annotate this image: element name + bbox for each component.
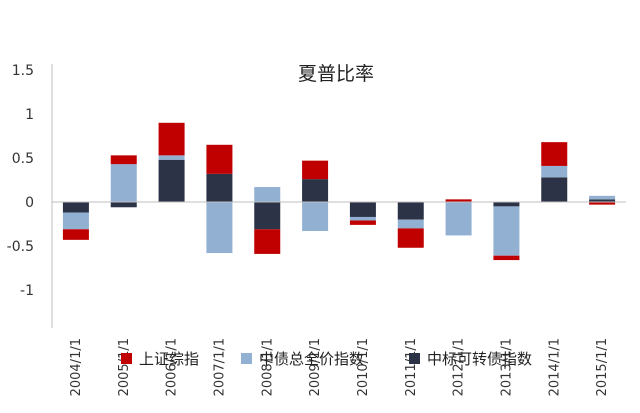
bar-segment xyxy=(349,216,376,221)
bar-segment xyxy=(589,202,616,205)
bar-segment xyxy=(445,202,472,236)
bar-segment xyxy=(541,165,568,178)
legend-swatch xyxy=(241,353,252,364)
bar-segment xyxy=(62,229,89,240)
legend-label: 上证综指 xyxy=(139,350,199,368)
bar-segment xyxy=(110,202,137,208)
y-tick-label: 0 xyxy=(25,195,34,211)
bar-segment xyxy=(206,202,233,254)
legend-label: 中标可转债指数 xyxy=(427,350,532,368)
bar-segment xyxy=(62,212,89,230)
y-tick-label: 0.5 xyxy=(12,151,34,167)
bar-segment xyxy=(110,155,137,165)
bar-segment xyxy=(397,219,424,229)
bar-segment xyxy=(302,202,329,232)
bar-segment xyxy=(254,187,281,202)
bar-segment xyxy=(589,199,616,202)
legend-item: 上证综指 xyxy=(121,350,199,368)
bar-segment xyxy=(493,202,520,207)
bar-segment xyxy=(541,142,568,166)
bar-segment xyxy=(493,206,520,256)
legend-swatch xyxy=(409,353,420,364)
bar-segment xyxy=(349,220,376,225)
bar-segment xyxy=(158,159,185,202)
bar-segment xyxy=(349,202,376,217)
x-tick-label: 2004/1/1 xyxy=(69,338,84,396)
y-tick-label: 1.5 xyxy=(12,63,34,79)
x-tick-label: 2013/1/1 xyxy=(499,338,514,396)
x-tick-label: 2009/1/1 xyxy=(308,338,323,396)
legend-label: 中债总全价指数 xyxy=(259,350,364,368)
y-tick-label: -0.5 xyxy=(7,239,34,255)
bar-segment xyxy=(206,173,233,202)
x-tick-label: 2015/1/1 xyxy=(595,338,610,396)
bar-segment xyxy=(158,155,185,160)
legend-item: 中标可转债指数 xyxy=(409,350,532,368)
bar-segment xyxy=(254,202,281,230)
legend-swatch xyxy=(121,353,132,364)
bar-segment xyxy=(158,122,185,156)
x-tick-label: 2012/1/1 xyxy=(452,338,467,396)
bar-segment xyxy=(397,228,424,248)
bar-segment xyxy=(206,144,233,174)
x-tick-label: 2005/1/1 xyxy=(117,338,132,396)
bar-segment xyxy=(302,160,329,180)
bars-layer xyxy=(62,122,616,261)
legend-item: 中债总全价指数 xyxy=(241,350,364,368)
legend: 上证综指 中债总全价指数 中标可转债指数 xyxy=(121,350,532,368)
bar-segment xyxy=(397,202,424,220)
x-tick-label: 2008/1/1 xyxy=(260,338,275,396)
bar-segment xyxy=(589,195,616,200)
x-tick-label: 2014/1/1 xyxy=(547,338,562,396)
bar-segment xyxy=(493,255,520,261)
bar-segment xyxy=(110,164,137,202)
bar-segment xyxy=(541,177,568,202)
bar-segment xyxy=(445,199,472,202)
chart-title: 夏普比率 xyxy=(298,63,374,85)
y-axis-ticks: 1.5 1 0.5 0 -0.5 -1 xyxy=(7,63,34,299)
x-tick-label: 2011/1/1 xyxy=(404,338,419,396)
x-tick-label: 2006/1/1 xyxy=(165,338,180,396)
x-tick-label: 2007/1/1 xyxy=(212,338,227,396)
x-tick-label: 2010/1/1 xyxy=(356,338,371,396)
bar-segment xyxy=(62,202,89,213)
y-tick-label: 1 xyxy=(25,107,34,123)
bar-segment xyxy=(302,179,329,202)
x-axis-labels: 2004/1/1 2005/1/1 2006/1/1 2007/1/1 2008/1/1… xyxy=(69,338,610,396)
y-tick-label: -1 xyxy=(20,283,34,299)
bar-segment xyxy=(254,229,281,254)
